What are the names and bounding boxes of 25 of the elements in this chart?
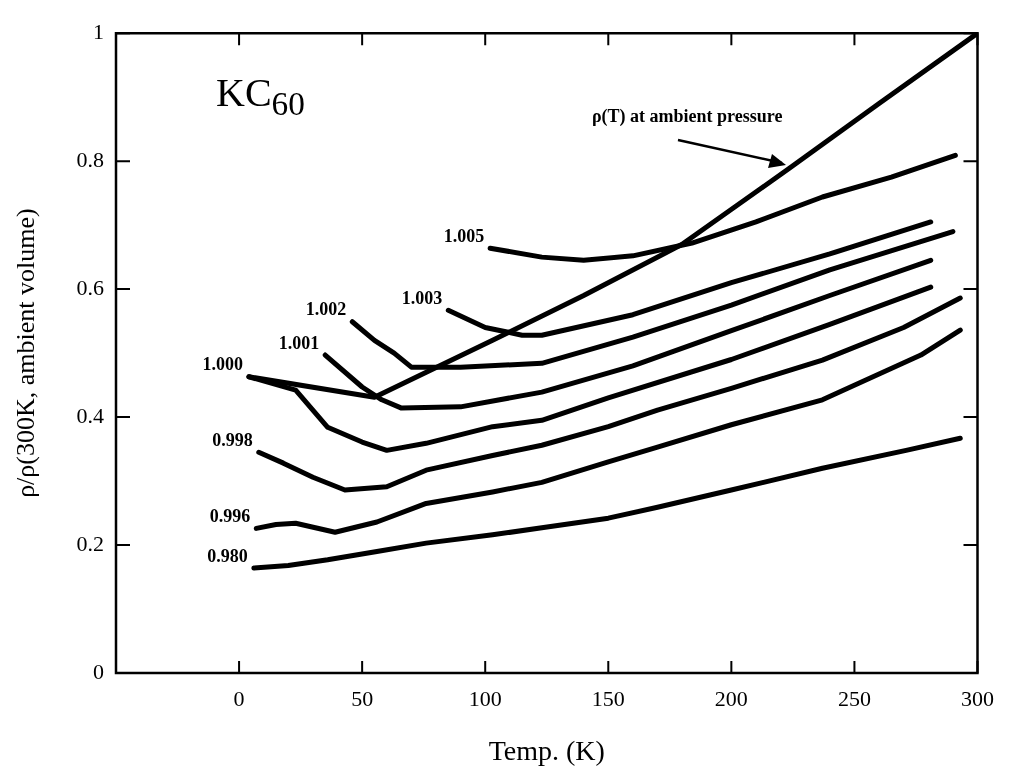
- series-label: 0.996: [209, 506, 251, 527]
- x-tick-label: 150: [591, 685, 625, 711]
- series-label: 1.003: [401, 287, 443, 308]
- series-label: 1.000: [202, 354, 243, 375]
- series-label: 1.001: [278, 332, 320, 353]
- y-tick-label: 0.6: [76, 274, 104, 300]
- series-label: 0.998: [212, 429, 253, 450]
- y-tick-label: 0.2: [76, 530, 104, 556]
- series-label: 1.002: [305, 299, 347, 320]
- y-tick-label: 0: [93, 658, 104, 684]
- series-label: 0.980: [207, 545, 248, 566]
- annotation: KC$_{60}$: [216, 70, 305, 123]
- x-tick-label: 300: [961, 685, 994, 711]
- x-tick-label: 50: [351, 685, 374, 711]
- x-tick-label: 250: [837, 685, 871, 711]
- y-tick-label: 0.4: [76, 402, 104, 428]
- y-tick-label: 0.8: [76, 146, 104, 172]
- x-tick-label: 0: [233, 685, 245, 711]
- y-tick-label: 1: [93, 18, 104, 44]
- x-tick-label: 200: [714, 685, 748, 711]
- x-tick-label: 100: [468, 685, 502, 711]
- y-axis-title: ρ/ρ(300K, ambient volume): [11, 208, 41, 498]
- series-label: 1.005: [443, 225, 485, 246]
- annotation: ρ(T) at ambient pressure: [591, 105, 783, 127]
- x-axis-title: Temp. (K): [488, 734, 605, 766]
